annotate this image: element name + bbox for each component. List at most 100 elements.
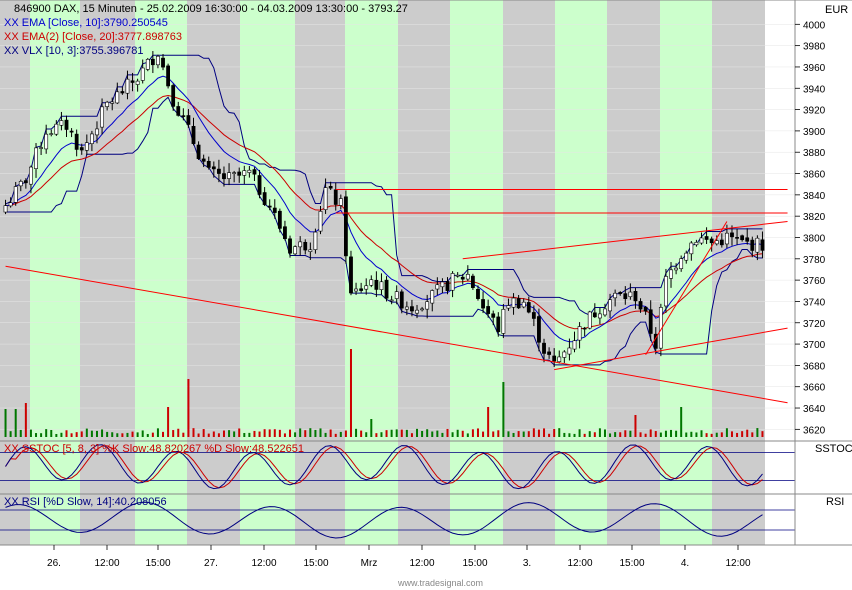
candles bbox=[3, 51, 765, 368]
volume-bar bbox=[476, 428, 479, 437]
candle bbox=[29, 165, 33, 194]
time-tick-label: 15:00 bbox=[619, 558, 644, 569]
volume-bar bbox=[441, 432, 444, 437]
candle bbox=[171, 83, 176, 111]
candle-body bbox=[369, 279, 374, 286]
candle bbox=[719, 233, 724, 248]
candle-body bbox=[445, 281, 450, 291]
candle-body bbox=[308, 249, 313, 252]
candle bbox=[476, 285, 480, 301]
candle-body bbox=[84, 142, 89, 151]
volume-bar bbox=[756, 428, 759, 437]
candle-body bbox=[3, 205, 8, 213]
candle-body bbox=[39, 147, 44, 149]
ema20-legend: XX EMA(2) [Close, 20]:3777.898763 bbox=[4, 31, 182, 43]
volume-bar bbox=[451, 432, 454, 437]
candle-body bbox=[318, 210, 323, 232]
candle-body bbox=[29, 166, 33, 185]
candle bbox=[618, 291, 623, 296]
candle bbox=[577, 322, 582, 349]
candle-body bbox=[562, 351, 567, 358]
candle-body bbox=[150, 58, 155, 66]
volume-bar bbox=[365, 432, 368, 437]
candle-body bbox=[506, 305, 511, 309]
candle-body bbox=[567, 347, 572, 355]
candle-body bbox=[333, 189, 338, 205]
price-tick-label: 3840 bbox=[803, 191, 826, 202]
price-gridlines bbox=[0, 24, 795, 430]
volume-bar bbox=[680, 407, 683, 437]
trading-session-band bbox=[450, 0, 503, 545]
candle-body bbox=[415, 309, 419, 314]
candle bbox=[364, 278, 369, 295]
volume-bar bbox=[517, 431, 520, 437]
time-tick-label: 12:00 bbox=[567, 558, 592, 569]
candle-body bbox=[186, 115, 191, 125]
volume-bar bbox=[512, 432, 515, 437]
volume-bar bbox=[233, 431, 236, 437]
candle-body bbox=[740, 235, 745, 241]
candle bbox=[501, 304, 506, 339]
candle-body bbox=[496, 316, 501, 333]
volume-bar bbox=[634, 415, 637, 437]
candle bbox=[613, 289, 618, 307]
candle-body bbox=[608, 299, 612, 312]
price-tick-label: 3680 bbox=[803, 361, 826, 372]
candle bbox=[567, 338, 572, 361]
candle-body bbox=[293, 246, 298, 255]
time-axis-background bbox=[0, 545, 852, 590]
volume-bar bbox=[309, 428, 312, 437]
candle-body bbox=[603, 308, 607, 316]
candle-body bbox=[196, 144, 201, 159]
candle bbox=[699, 232, 704, 245]
candle bbox=[582, 326, 587, 337]
candle bbox=[318, 206, 323, 235]
volume-bar bbox=[421, 430, 424, 437]
price-tick-label: 3620 bbox=[803, 425, 826, 436]
volume-bar bbox=[24, 403, 27, 437]
candle bbox=[628, 283, 633, 300]
price-tick-label: 3700 bbox=[803, 340, 826, 351]
candle-body bbox=[486, 306, 491, 314]
candle-body bbox=[110, 101, 115, 104]
candle bbox=[338, 194, 343, 210]
candle bbox=[379, 273, 384, 295]
candle bbox=[237, 167, 242, 183]
candle-body bbox=[69, 130, 74, 133]
price-tick-label: 3980 bbox=[803, 42, 826, 53]
candle bbox=[521, 298, 526, 309]
candle bbox=[54, 120, 59, 136]
candle-body bbox=[511, 297, 516, 308]
candle bbox=[603, 303, 607, 317]
volume-bar bbox=[349, 349, 352, 437]
price-tick-label: 3800 bbox=[803, 233, 826, 244]
volume-bar bbox=[583, 433, 586, 437]
candle-body bbox=[364, 285, 369, 290]
candle-body bbox=[222, 173, 226, 180]
volume-bar bbox=[294, 432, 297, 437]
volume-bar bbox=[45, 429, 48, 437]
volume-bar bbox=[207, 433, 210, 437]
axis-background bbox=[795, 0, 852, 590]
candle bbox=[145, 57, 150, 72]
volume-bar bbox=[248, 432, 251, 437]
candle-body bbox=[171, 85, 176, 107]
volume-bar bbox=[436, 430, 439, 437]
volume-bar bbox=[461, 430, 464, 437]
candle-body bbox=[90, 133, 94, 144]
candle bbox=[39, 141, 44, 156]
volume-bar bbox=[339, 431, 342, 437]
volume-bar bbox=[685, 432, 688, 437]
candle bbox=[425, 294, 430, 319]
candle bbox=[450, 271, 455, 298]
candle bbox=[664, 268, 668, 313]
candle bbox=[74, 129, 79, 157]
candle-body bbox=[211, 166, 216, 170]
volume-bar bbox=[487, 407, 490, 437]
volume-bar bbox=[278, 429, 281, 437]
price-tick-label: 3780 bbox=[803, 255, 826, 266]
candle bbox=[181, 108, 186, 121]
candle bbox=[435, 277, 440, 295]
candle-body bbox=[74, 133, 79, 150]
volume-bar bbox=[619, 432, 622, 437]
